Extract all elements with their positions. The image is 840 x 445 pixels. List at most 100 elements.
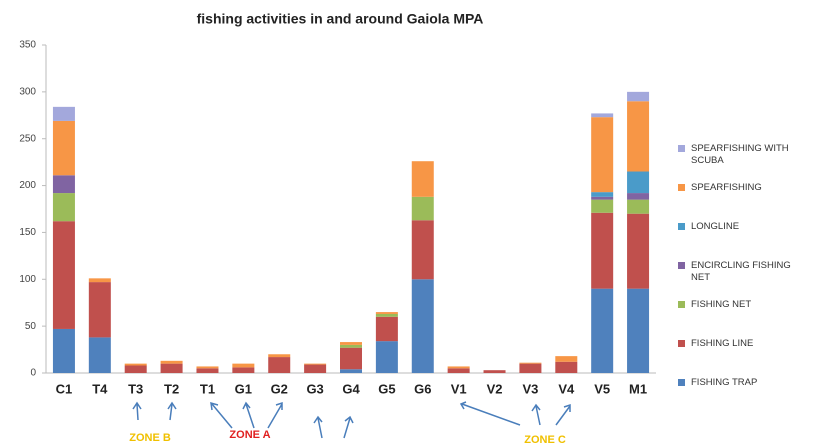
legend-item: SPEARFISHING WITH SCUBA bbox=[678, 143, 838, 167]
legend-item: LONGLINE bbox=[678, 221, 838, 233]
x-tick-label: G1 bbox=[235, 381, 252, 396]
legend-item: SPEARFISHING bbox=[678, 182, 838, 194]
bar-segment bbox=[52, 221, 75, 329]
legend-item: FISHING NET bbox=[678, 299, 838, 311]
x-tick-label: G3 bbox=[306, 381, 323, 396]
y-tick-label: 250 bbox=[19, 133, 36, 144]
bar-segment bbox=[375, 312, 398, 314]
bar-segment bbox=[519, 363, 542, 373]
bar-segment bbox=[232, 367, 255, 373]
bar-segment bbox=[411, 196, 434, 221]
x-tick-label: T1 bbox=[200, 381, 215, 396]
bar-segment bbox=[591, 199, 614, 213]
legend-item: ENCIRCLING FISHING NET bbox=[678, 260, 838, 284]
bar-segment bbox=[160, 363, 183, 373]
annotation: ZONE A bbox=[229, 429, 270, 441]
legend-label: SPEARFISHING bbox=[691, 182, 762, 193]
legend-swatch bbox=[678, 340, 685, 347]
bar-segment bbox=[627, 193, 650, 200]
legend-swatch bbox=[678, 223, 685, 230]
legend-label: FISHING LINE bbox=[691, 338, 754, 349]
legend-swatch bbox=[678, 262, 685, 269]
bar-segment bbox=[627, 101, 650, 172]
x-tick-label: V5 bbox=[594, 381, 610, 396]
y-tick-label: 200 bbox=[19, 180, 36, 191]
legend-label: LONGLINE bbox=[691, 221, 740, 232]
bar-segment bbox=[52, 120, 75, 176]
bar-segment bbox=[519, 362, 542, 364]
bar-segment bbox=[268, 354, 291, 358]
x-tick-label: T4 bbox=[92, 381, 108, 396]
bar-segment bbox=[124, 363, 147, 366]
bar-segment bbox=[52, 106, 75, 121]
bar-segment bbox=[591, 117, 614, 193]
x-tick-label: V2 bbox=[487, 381, 503, 396]
bar-segment bbox=[591, 113, 614, 118]
bar-segment bbox=[340, 347, 362, 370]
bar-segment bbox=[591, 192, 614, 197]
x-tick-label: V4 bbox=[558, 381, 575, 396]
bar-segment bbox=[304, 363, 327, 365]
bar-segment bbox=[411, 161, 434, 197]
legend-swatch bbox=[678, 301, 685, 308]
bar-segment bbox=[196, 368, 219, 373]
bar-segment bbox=[555, 361, 578, 373]
bar-segment bbox=[340, 344, 362, 348]
bar-segment bbox=[268, 357, 291, 373]
legend-item: FISHING TRAP bbox=[678, 377, 838, 389]
legend-swatch bbox=[678, 379, 685, 386]
y-tick-label: 150 bbox=[19, 227, 36, 238]
y-tick-label: 50 bbox=[25, 321, 37, 332]
x-tick-label: M1 bbox=[629, 381, 647, 396]
x-tick-label: V1 bbox=[451, 381, 467, 396]
bar-segment bbox=[375, 316, 398, 342]
bar-segment bbox=[52, 328, 75, 373]
bar-segment bbox=[555, 356, 578, 362]
bar-segment bbox=[591, 288, 614, 373]
bar-segment bbox=[88, 278, 111, 283]
legend-swatch bbox=[678, 145, 685, 152]
bar-segment bbox=[627, 288, 650, 373]
y-tick-label: 100 bbox=[19, 274, 36, 285]
y-tick-label: 350 bbox=[19, 40, 36, 51]
annotation: ZONE C bbox=[524, 434, 566, 445]
bar-segment bbox=[375, 313, 398, 317]
bar-segment bbox=[411, 220, 434, 280]
legend-label: SPEARFISHING WITH SCUBA bbox=[691, 143, 789, 166]
arrows bbox=[132, 401, 571, 439]
legend-item: FISHING LINE bbox=[678, 338, 838, 350]
bar-segment bbox=[88, 282, 111, 338]
x-tick-label: T2 bbox=[164, 381, 179, 396]
bar-segment bbox=[591, 196, 614, 200]
annotation: ZONE B bbox=[129, 432, 171, 444]
bar-segment bbox=[340, 342, 362, 345]
bar-segment bbox=[52, 193, 75, 222]
y-tick-label: 300 bbox=[19, 86, 36, 97]
x-tick-label: G2 bbox=[271, 381, 288, 396]
x-tick-label: C1 bbox=[56, 381, 73, 396]
x-tick-label: G5 bbox=[378, 381, 395, 396]
bar-segment bbox=[196, 366, 219, 369]
bar-segment bbox=[627, 91, 650, 102]
bar-segment bbox=[375, 341, 398, 373]
legend-label: ENCIRCLING FISHING NET bbox=[691, 260, 791, 283]
bar-segment bbox=[124, 365, 147, 373]
chart-title: fishing activities in and around Gaiola … bbox=[197, 11, 484, 27]
bar-segment bbox=[483, 370, 506, 373]
x-tick-label: T3 bbox=[128, 381, 143, 396]
x-tick-label: G4 bbox=[342, 381, 360, 396]
bar-segment bbox=[627, 171, 650, 194]
legend-label: FISHING NET bbox=[691, 299, 752, 310]
x-tick-label: G6 bbox=[414, 381, 431, 396]
bar-segment bbox=[88, 337, 111, 373]
bar-segment bbox=[232, 363, 255, 368]
bar-segment bbox=[627, 213, 650, 289]
bar-segment bbox=[447, 368, 470, 373]
bar-segment bbox=[52, 175, 75, 194]
x-tick-label: V3 bbox=[522, 381, 538, 396]
legend-label: FISHING TRAP bbox=[691, 377, 758, 388]
bar-segment bbox=[447, 366, 470, 369]
bar-segment bbox=[304, 364, 327, 373]
